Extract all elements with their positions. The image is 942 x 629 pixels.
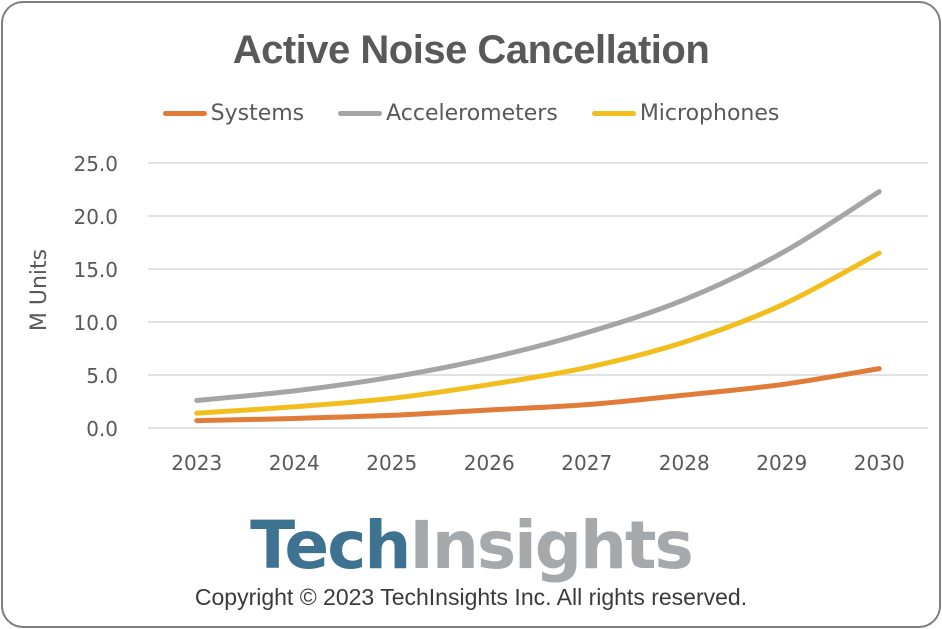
legend-item-accelerometers: Accelerometers [338,101,558,126]
techinsights-logo: TechInsights [0,506,942,586]
y-tick-label: 20.0 [73,205,118,229]
y-tick-label: 5.0 [86,364,118,388]
legend-label-accelerometers: Accelerometers [386,101,558,126]
x-tick-label: 2025 [366,451,417,475]
y-tick-label: 10.0 [73,311,118,335]
series-line-accelerometers [194,189,882,403]
legend-label-microphones: Microphones [639,101,780,126]
x-tick-label: 2029 [756,451,807,475]
gridlines [148,162,928,429]
logo-insights: Insights [409,507,694,584]
x-tick-label: 2030 [854,451,905,475]
chart-title: Active Noise Cancellation [232,28,710,72]
x-tick-label: 2027 [561,451,612,475]
legend-swatch-accelerometers [338,111,383,116]
logo-tech: Tech [250,507,411,584]
y-tick-label: 15.0 [73,258,118,282]
y-axis-label: M Units [27,249,52,331]
x-axis-ticks: 2023 2024 2025 2026 2027 2028 2029 2030 [171,451,904,475]
line-chart: 0.05.010.015.020.025.0 2023 2024 2025 2026 2… [27,152,928,475]
copyright-notice: Copyright © 2023 TechInsights Inc. All r… [194,584,748,610]
legend-swatch-systems [162,111,207,116]
series-line-systems [194,366,882,424]
series-line-microphones [194,250,882,416]
x-tick-label: 2023 [171,451,222,475]
legend-item-microphones: Microphones [591,101,780,126]
y-tick-label: 25.0 [73,152,118,176]
legend-label-systems: Systems [210,101,305,126]
legend-item-systems: Systems [162,101,305,126]
y-axis-ticks: 0.0 5.0 10.0 15.0 20.0 25.0 [73,152,118,441]
legend-swatch-microphones [591,111,636,116]
chart-legend: Systems Accelerometers Microphones [0,101,942,126]
x-tick-label: 2028 [659,451,710,475]
x-tick-label: 2024 [269,451,320,475]
x-tick-label: 2026 [464,451,515,475]
series-lines [194,189,882,424]
y-tick-label: 0.0 [86,417,118,441]
